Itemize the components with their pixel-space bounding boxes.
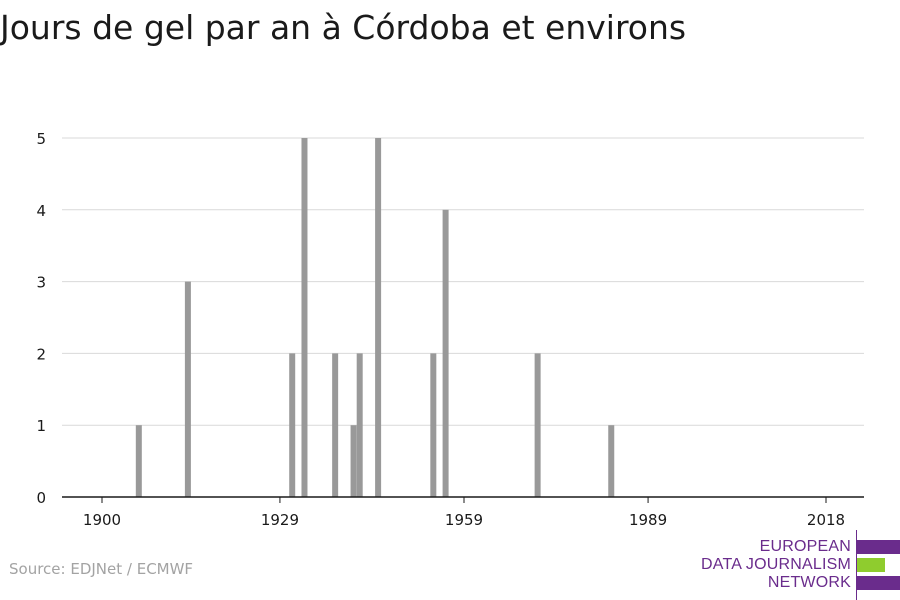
bar [356,353,363,497]
y-tick-label: 1 [36,417,46,435]
bar [442,209,449,498]
logo-line-1: EUROPEAN [759,538,851,555]
gridlines [62,137,864,426]
y-tick-label: 4 [36,202,46,220]
bar [184,281,191,497]
x-tick-label: 1959 [445,511,483,529]
bars [135,138,615,498]
x-tick-label: 1900 [83,511,121,529]
edjnet-logo: EUROPEAN DATA JOURNALISM NETWORK [700,530,900,600]
logo-bar-green [857,558,885,572]
bar [301,138,308,497]
x-tick-label: 2018 [807,511,845,529]
bar [430,353,437,497]
logo-divider [856,530,857,600]
axes: 0 1 2 3 4 5 1900 1929 1959 1989 2018 [36,130,864,529]
y-tick-label: 3 [36,274,46,292]
source-note: Source: EDJNet / ECMWF [9,560,194,578]
y-tick-label: 2 [36,345,46,363]
logo-bar-purple-bottom [857,576,900,590]
bar [289,353,296,497]
logo-line-2: DATA JOURNALISM [701,556,851,573]
chart-title: Jours de gel par an à Córdoba et environ… [0,8,687,47]
bar [608,425,615,497]
logo-line-3: NETWORK [767,574,851,591]
bar [534,353,541,497]
x-tick-label: 1929 [261,511,299,529]
y-tick-label: 0 [36,489,46,507]
bar [350,425,357,497]
logo-bar-purple-top [857,540,900,554]
bar [332,353,339,497]
y-tick-label: 5 [36,130,46,148]
x-tick-label: 1989 [629,511,667,529]
bar [135,425,142,497]
bar [375,138,382,497]
